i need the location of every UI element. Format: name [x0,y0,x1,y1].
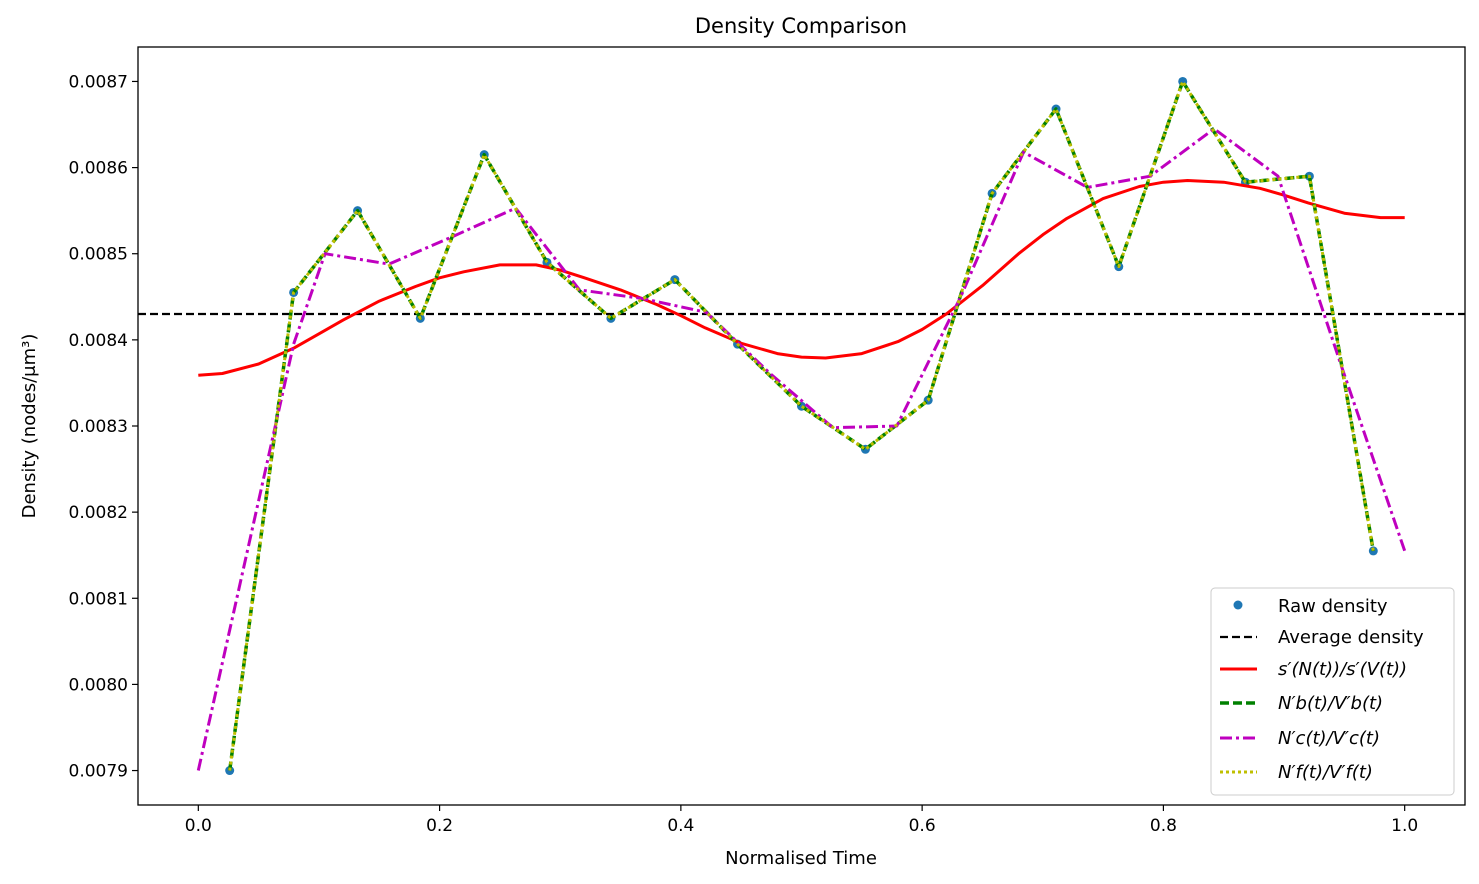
x-axis: 0.0 0.2 0.4 0.6 0.8 1.0 [185,805,1418,836]
central-line [196,127,1407,771]
chart-title: Density Comparison [695,14,907,38]
y-tick-label: 0.0079 [69,762,128,782]
x-tick-label: 0.4 [667,816,694,836]
forward-line [228,80,1375,771]
legend-item-spline: s′(N(t))/s′(V(t)) [1220,659,1407,680]
legend-marker-raw [1233,600,1243,610]
legend-label-forward: N′f(t)/V′f(t) [1278,762,1373,783]
legend-label-raw: Raw density [1278,596,1388,617]
x-tick-label: 0.8 [1150,816,1177,836]
y-tick-label: 0.0087 [69,72,128,92]
backward-line [227,79,1376,771]
legend-item-forward: N′f(t)/V′f(t) [1220,762,1373,783]
raw-density-point [1368,546,1378,556]
legend-label-backward: N′b(t)/V′b(t) [1278,693,1383,714]
y-tick-label: 0.0083 [69,417,128,437]
x-axis-label: Normalised Time [725,848,877,869]
x-tick-label: 0.6 [909,816,936,836]
spline-line [198,179,1405,377]
plot-area [138,76,1465,776]
x-tick-label: 0.0 [185,816,212,836]
y-tick-label: 0.0084 [69,331,128,351]
legend-item-average: Average density [1220,627,1424,648]
legend: Raw density Average density s′(N(t))/s′(… [1210,587,1455,796]
y-tick-label: 0.0081 [69,589,128,609]
y-axis-label: Density (nodes/μm³) [19,334,40,519]
y-tick-label: 0.0082 [69,503,128,523]
legend-item-backward: N′b(t)/V′b(t) [1220,693,1383,714]
y-tick-label: 0.0086 [69,159,128,179]
legend-label-central: N′c(t)/V′c(t) [1278,728,1380,749]
legend-label-spline: s′(N(t))/s′(V(t)) [1278,659,1407,680]
legend-label-average: Average density [1278,627,1424,648]
x-tick-label: 0.2 [426,816,453,836]
legend-box [1210,587,1455,796]
x-tick-label: 1.0 [1391,816,1418,836]
y-tick-label: 0.0085 [69,245,128,265]
y-tick-label: 0.0080 [69,675,128,695]
legend-item-central: N′c(t)/V′c(t) [1220,728,1380,749]
y-axis: 0.0079 0.0080 0.0081 0.0082 0.0083 0.0084 0.00… [69,72,138,782]
raw-density-point [225,766,235,776]
legend-item-raw: Raw density [1233,596,1388,617]
